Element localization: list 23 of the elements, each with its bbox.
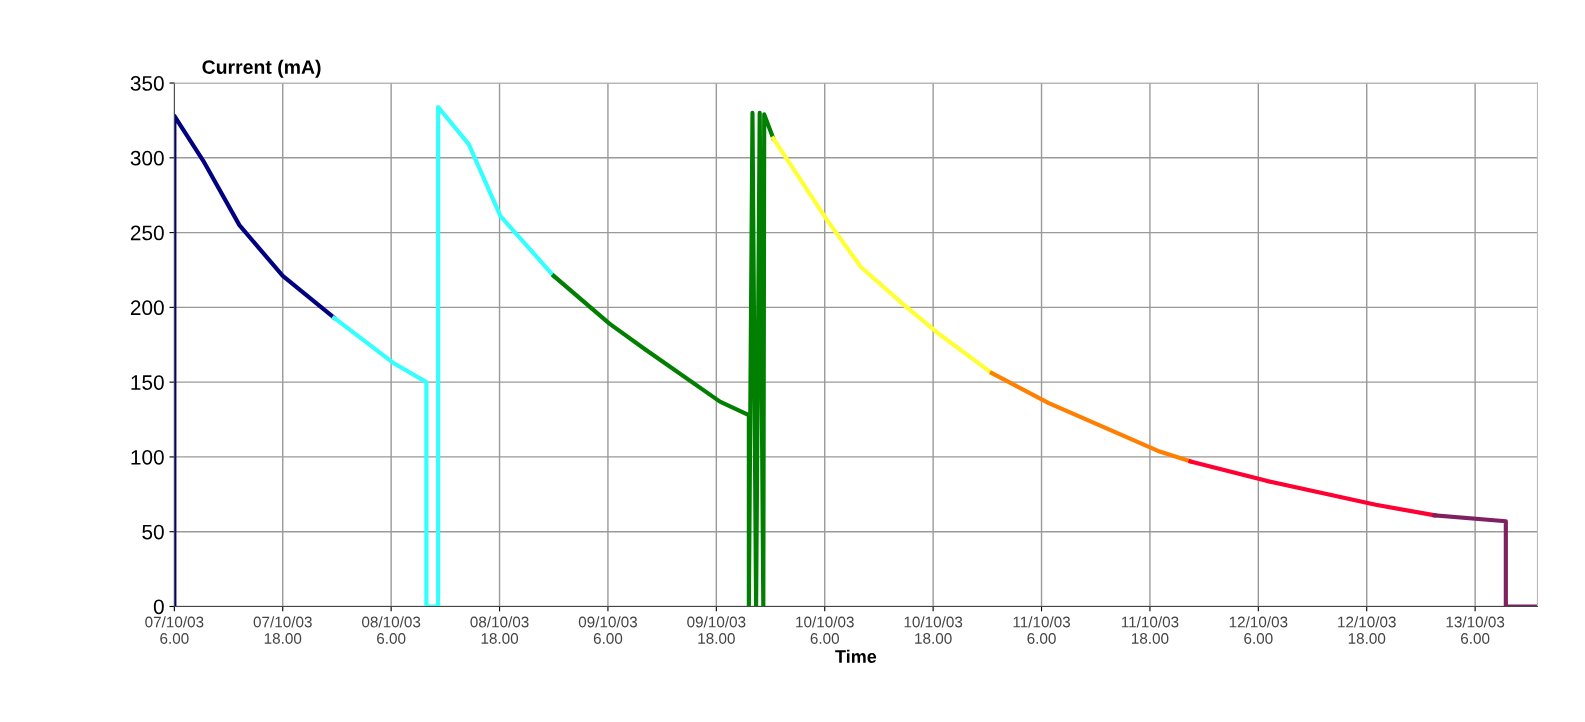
x-tick-label: 12/10/03 6.00: [1229, 616, 1288, 644]
x-tick-label: 07/10/03 18.00: [253, 616, 312, 644]
x-tick-label: 10/10/03 18.00: [904, 616, 963, 644]
y-axis-title: Current (mA): [202, 59, 321, 78]
x-tick-label: 09/10/03 6.00: [578, 616, 638, 644]
x-tick-label: 12/10/03 18.00: [1338, 616, 1396, 644]
x-tick-label: 08/10/03 18.00: [470, 616, 529, 644]
y-tick-label: 150: [131, 375, 164, 390]
x-tick-label: 13/10/03 6.00: [1446, 616, 1505, 644]
y-tick-label: 0: [153, 599, 164, 615]
y-tick-label: 250: [130, 225, 164, 241]
x-axis-title: Time: [835, 649, 877, 663]
x-tick-label: 09/10/03 18.00: [687, 616, 746, 644]
y-tick-label: 200: [130, 300, 164, 316]
y-tick-label: 100: [131, 449, 164, 465]
y-tick-label: 350: [130, 76, 164, 91]
y-tick-label: 50: [142, 524, 164, 540]
x-tick-label: 11/10/03 6.00: [1013, 616, 1071, 644]
y-tick-label: 300: [130, 150, 164, 166]
x-tick-label: 10/10/03 6.00: [796, 616, 854, 644]
x-tick-label: 07/10/03 6.00: [145, 616, 204, 644]
x-tick-label: 11/10/03 18.00: [1121, 616, 1179, 644]
x-tick-label: 08/10/03 6.00: [362, 616, 421, 644]
